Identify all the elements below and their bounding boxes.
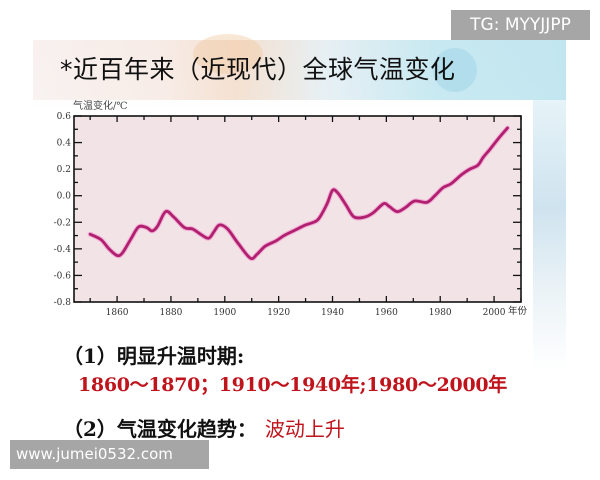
side-decoration xyxy=(533,100,566,370)
watermark-top-right: TG: MYYJJPP xyxy=(451,10,590,40)
watermark-bottom-left: www.jumei0532.com xyxy=(10,440,209,469)
svg-text:2000: 2000 xyxy=(483,308,506,318)
svg-text:0.0: 0.0 xyxy=(57,192,72,202)
svg-text:1860: 1860 xyxy=(106,308,129,318)
slide-title: *近百年来（近现代）全球气温变化 xyxy=(60,55,456,84)
point1-answer: 1860～1870；1910～1940年;1980～2000年 xyxy=(78,374,507,396)
svg-text:1880: 1880 xyxy=(159,308,182,318)
point1-label: （1）明显升温时期: xyxy=(63,344,245,368)
axis-ticks xyxy=(74,115,522,303)
point2-label: （2）气温变化趋势： xyxy=(63,417,257,441)
axis-tick-labels: 0.6 0.4 0.2 0.0 -0.2 -0.4 -0.6 -0.8 1860 1880 1900… xyxy=(54,112,506,318)
svg-text:-0.8: -0.8 xyxy=(54,298,72,308)
point2-row: （2）气温变化趋势： 波动上升 xyxy=(63,413,345,442)
plot-area xyxy=(73,115,522,303)
point2-answer: 波动上升 xyxy=(264,417,345,441)
y-axis-label: 气温变化/℃ xyxy=(73,101,128,112)
svg-text:1920: 1920 xyxy=(267,308,290,318)
svg-text:0.2: 0.2 xyxy=(57,165,71,175)
temperature-chart: 0.6 0.4 0.2 0.0 -0.2 -0.4 -0.6 -0.8 1860 1880 1900… xyxy=(54,112,528,318)
svg-text:1940: 1940 xyxy=(321,308,344,318)
svg-text:1980: 1980 xyxy=(429,308,452,318)
svg-text:0.4: 0.4 xyxy=(57,139,72,149)
svg-text:-0.4: -0.4 xyxy=(54,245,72,255)
x-axis-label: 年份 xyxy=(508,305,528,317)
slide-header-decoration xyxy=(33,40,566,100)
svg-text:-0.2: -0.2 xyxy=(54,218,71,228)
svg-text:-0.6: -0.6 xyxy=(54,271,72,281)
svg-text:0.6: 0.6 xyxy=(57,112,72,122)
decor-blob xyxy=(193,34,263,74)
svg-text:1900: 1900 xyxy=(213,308,236,318)
temperature-curve xyxy=(88,126,509,260)
decor-blob xyxy=(433,48,477,92)
svg-text:1960: 1960 xyxy=(375,308,398,318)
